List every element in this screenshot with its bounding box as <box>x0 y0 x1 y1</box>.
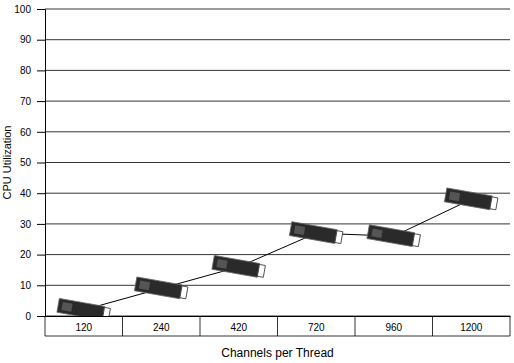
marker <box>212 255 266 278</box>
y-tick: 100 <box>14 4 45 15</box>
x-tick-label: 1200 <box>460 322 483 333</box>
y-tick: 70 <box>20 96 45 107</box>
y-tick: 30 <box>20 219 45 230</box>
y-tick: 20 <box>20 249 45 260</box>
x-tick: 960 <box>385 316 402 333</box>
y-tick-label: 100 <box>14 4 31 15</box>
y-tick-label: 90 <box>20 34 32 45</box>
grid-line <box>45 39 510 40</box>
y-tick-label: 0 <box>25 311 31 322</box>
x-separator <box>200 316 201 336</box>
y-tick: 40 <box>20 188 45 199</box>
y-tick-label: 20 <box>20 249 32 260</box>
series <box>57 188 498 316</box>
y-tick-mark <box>37 9 45 10</box>
x-axis: 120 240 420 720 960 1200 <box>45 316 511 336</box>
y-tick-label: 50 <box>20 157 32 168</box>
y-tick-mark <box>37 316 45 317</box>
y-tick: 50 <box>20 157 45 168</box>
y-tick: 0 <box>25 311 45 322</box>
y-tick-label: 40 <box>20 188 32 199</box>
x-axis-title: Channels per Thread <box>221 346 334 360</box>
x-separator <box>432 316 433 336</box>
x-tick: 720 <box>308 316 325 333</box>
y-tick-label: 80 <box>20 65 32 76</box>
y-axis: 0 10 20 30 40 50 60 70 80 90 100 <box>14 4 45 322</box>
y-tick-label: 60 <box>20 127 32 138</box>
y-tick-mark <box>37 40 45 41</box>
y-tick-mark <box>37 193 45 194</box>
y-axis-title: CPU Utilization <box>1 126 13 200</box>
y-axis-line <box>37 10 46 317</box>
x-tick-label: 720 <box>308 322 325 333</box>
chart: 0102030405060708090100120240420720960120… <box>0 0 514 363</box>
marker <box>444 188 498 211</box>
y-tick-label: 30 <box>20 219 32 230</box>
grid-line <box>45 131 510 132</box>
y-tick: 10 <box>20 280 45 291</box>
y-tick-mark <box>37 70 45 71</box>
y-tick-label: 10 <box>20 280 32 291</box>
x-axis-box <box>45 336 510 337</box>
plot: 0102030405060708090100120240420720960120… <box>14 4 510 336</box>
x-separator <box>122 316 123 336</box>
x-tick: 1200 <box>460 316 483 333</box>
y-tick-mark <box>37 285 45 286</box>
x-tick: 120 <box>75 316 92 333</box>
grid-line <box>45 162 510 163</box>
grid-line <box>45 70 510 71</box>
x-separator <box>277 316 278 336</box>
x-separator <box>45 316 46 336</box>
marker <box>289 222 343 245</box>
x-separators <box>45 316 510 336</box>
grid-line <box>45 223 510 224</box>
y-tick: 60 <box>20 127 45 138</box>
grid-line <box>45 9 510 10</box>
x-tick: 420 <box>230 316 247 333</box>
x-tick-label: 420 <box>230 322 247 333</box>
grid-line <box>45 193 510 194</box>
y-tick-mark <box>37 255 45 256</box>
grid-line <box>45 254 510 255</box>
y-tick-mark <box>37 224 45 225</box>
grid <box>45 9 510 316</box>
x-axis-line <box>46 316 511 317</box>
y-tick-mark <box>37 132 45 133</box>
y-tick-mark <box>37 101 45 102</box>
x-tick-label: 240 <box>153 322 170 333</box>
grid-line <box>45 101 510 102</box>
x-tick: 240 <box>153 316 170 333</box>
x-tick-label: 960 <box>385 322 402 333</box>
marker <box>57 298 111 316</box>
marker <box>367 225 421 248</box>
y-tick-mark <box>37 163 45 164</box>
x-separator <box>355 316 356 336</box>
y-tick-label: 70 <box>20 96 32 107</box>
grid-line <box>45 285 510 286</box>
x-separator <box>510 316 511 336</box>
marker <box>134 277 188 300</box>
y-tick: 90 <box>20 34 45 45</box>
x-tick-label: 120 <box>75 322 92 333</box>
line <box>84 199 472 310</box>
y-tick: 80 <box>20 65 45 76</box>
